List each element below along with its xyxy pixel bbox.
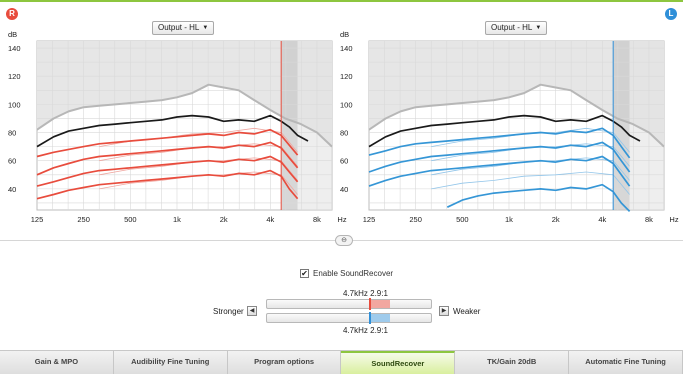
tab-audibility-fine-tuning[interactable]: Audibility Fine Tuning — [113, 351, 228, 374]
right-sr-slider[interactable] — [266, 298, 432, 310]
y-tick-label: 120 — [8, 72, 21, 81]
x-tick-label: 4k — [266, 215, 274, 224]
left-ear-badge[interactable]: L — [665, 8, 677, 20]
y-tick-label: 60 — [8, 157, 16, 166]
left-sr-slider-fill — [370, 314, 390, 322]
y-axis-label: dB — [340, 30, 349, 39]
right-chart-view-dropdown[interactable]: Output - HL ▼ — [152, 21, 215, 35]
x-tick-label: 2k — [552, 215, 560, 224]
y-tick-label: 120 — [340, 72, 353, 81]
x-tick-label: 125 — [363, 215, 376, 224]
enable-soundrecover-option[interactable]: ✔ Enable SoundRecover — [300, 269, 393, 278]
link-ears-button[interactable]: ⊖ — [335, 235, 353, 246]
right-sr-slider-fill — [370, 300, 390, 308]
output-curve-4 — [446, 183, 631, 212]
tab-soundrecover[interactable]: SoundRecover — [341, 351, 456, 374]
y-tick-label: 100 — [8, 100, 21, 109]
y-tick-label: 100 — [340, 100, 353, 109]
fine-tuning-tabs: Gain & MPO Audibility Fine Tuning Progra… — [0, 350, 683, 374]
y-tick-label: 80 — [340, 129, 348, 138]
chart-panel-left-ear: dB 140 120 100 80 60 40 125 250 500 1k 2k 4k 8k Hz — [340, 30, 679, 224]
y-tick-label: 80 — [8, 129, 16, 138]
x-tick-label: 500 — [456, 215, 469, 224]
header-accent-line — [0, 0, 683, 2]
tab-automatic-fine-tuning[interactable]: Automatic Fine Tuning — [569, 351, 683, 374]
x-axis-unit: Hz — [669, 215, 678, 224]
y-tick-label: 60 — [340, 157, 348, 166]
x-tick-label: 500 — [124, 215, 137, 224]
uncomfortable-level-curve — [36, 83, 333, 148]
uncomfortable-level-curve — [368, 83, 665, 148]
enable-soundrecover-label: Enable SoundRecover — [313, 269, 394, 278]
output-curve-1 — [368, 127, 631, 159]
y-tick-label: 40 — [340, 185, 348, 194]
right-sr-slider-thumb[interactable] — [369, 298, 371, 310]
enable-soundrecover-checkbox[interactable]: ✔ — [300, 269, 309, 278]
right-sr-value-label: 4.7kHz 2.9:1 — [343, 289, 388, 298]
mpo-curve — [368, 114, 641, 148]
dropdown-label: Output - HL — [491, 23, 533, 32]
weaker-arrow-button[interactable]: ▶ — [439, 306, 449, 316]
x-tick-label: 4k — [598, 215, 606, 224]
left-sr-value-label: 4.7kHz 2.9:1 — [343, 326, 388, 335]
output-curve-1 — [36, 128, 299, 158]
x-tick-label: 8k — [313, 215, 321, 224]
x-tick-label: 1k — [505, 215, 513, 224]
stronger-arrow-button[interactable]: ◀ — [247, 306, 257, 316]
y-axis-label: dB — [8, 30, 17, 39]
uncomfortable-region — [369, 41, 664, 147]
output-curve-3 — [36, 155, 299, 187]
x-tick-label: 250 — [409, 215, 422, 224]
left-chart-view-dropdown[interactable]: Output - HL ▼ — [485, 21, 548, 35]
output-curve-3 — [368, 155, 631, 187]
x-tick-label: 1k — [173, 215, 181, 224]
target-curve-4 — [431, 171, 630, 195]
weaker-label: Weaker — [453, 307, 481, 316]
y-tick-label: 140 — [8, 44, 21, 53]
left-sr-slider[interactable] — [266, 312, 432, 324]
x-tick-label: 8k — [645, 215, 653, 224]
tab-tk-gain-20db[interactable]: TK/Gain 20dB — [455, 351, 570, 374]
output-curve-2 — [368, 141, 631, 173]
chart-panel-right-ear: dB 140 120 100 80 60 40 125 250 500 1k 2k 4k 8k Hz — [8, 30, 347, 224]
stronger-label: Stronger — [213, 307, 244, 316]
uncomfortable-region — [37, 41, 332, 147]
x-tick-label: 125 — [31, 215, 44, 224]
x-tick-label: 2k — [220, 215, 228, 224]
dropdown-label: Output - HL — [158, 23, 200, 32]
chevron-down-icon: ▼ — [202, 25, 209, 31]
chevron-down-icon: ▼ — [535, 25, 542, 31]
tab-program-options[interactable]: Program options — [227, 351, 342, 374]
mpo-curve — [36, 114, 309, 148]
y-tick-label: 140 — [340, 44, 353, 53]
left-sr-slider-thumb[interactable] — [369, 312, 371, 324]
output-charts: dB 140 120 100 80 60 40 125 250 500 1k 2k 4k 8k Hz dB 14… — [8, 30, 679, 224]
x-axis-unit: Hz — [337, 215, 346, 224]
output-curve-2 — [36, 141, 299, 176]
output-curve-4 — [36, 169, 299, 200]
right-ear-badge[interactable]: R — [6, 8, 18, 20]
x-tick-label: 250 — [77, 215, 90, 224]
y-tick-label: 40 — [8, 185, 16, 194]
tab-gain-mpo[interactable]: Gain & MPO — [0, 351, 114, 374]
